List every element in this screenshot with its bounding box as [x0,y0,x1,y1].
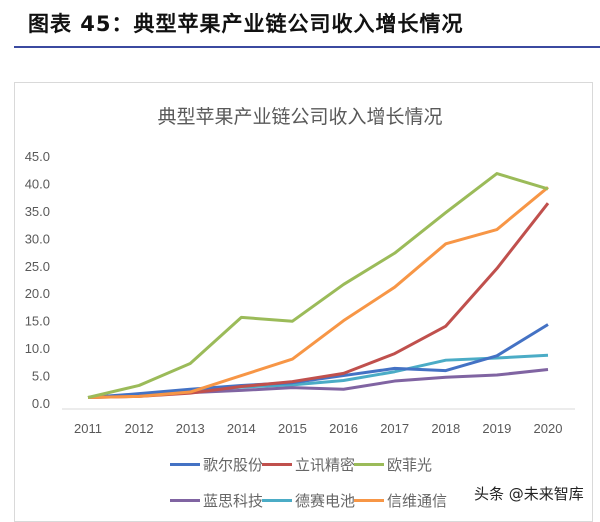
series-line-歌尔股份 [87,323,549,400]
y-tick-label: 25.0 [25,259,50,274]
x-tick-label: 2016 [329,421,358,436]
y-tick-label: 5.0 [32,369,50,384]
x-tick-label: 2013 [176,421,205,436]
x-tick-label: 2014 [227,421,256,436]
series-line-信维通信 [87,186,549,400]
legend-item: 蓝思科技 [170,490,263,511]
x-tick-label: 2011 [74,421,102,436]
series-line-欧菲光 [87,172,549,399]
x-tick-label: 2015 [278,421,307,436]
watermark: 头条 @未来智库 [474,485,584,503]
legend-label: 德赛电池 [295,492,356,510]
legend-item: 欧菲光 [354,454,432,475]
y-tick-label: 30.0 [25,231,50,246]
y-tick-label: 35.0 [25,204,50,219]
y-tick-label: 45.0 [25,149,50,164]
x-tick-label: 2019 [482,421,511,436]
legend-swatch [354,463,384,466]
chart-title: 典型苹果产业链公司收入增长情况 [157,106,442,128]
legend-label: 信维通信 [387,492,448,510]
legend-item: 立讯精密 [262,454,355,475]
legend-swatch [170,499,200,502]
legend-swatch [354,499,384,502]
x-tick-label: 2012 [125,421,154,436]
legend-label: 蓝思科技 [203,492,264,510]
legend-swatch [262,499,292,502]
x-tick-label: 2017 [380,421,409,436]
legend-label: 歌尔股份 [203,456,264,474]
y-tick-label: 15.0 [25,314,50,329]
y-tick-label: 10.0 [25,341,50,356]
x-tick-label: 2020 [534,421,563,436]
legend-label: 立讯精密 [295,456,356,474]
legend-item: 信维通信 [354,490,447,511]
y-tick-label: 40.0 [25,176,50,191]
x-tick-label: 2018 [431,421,460,436]
y-tick-label: 0.0 [32,396,50,411]
legend-swatch [262,463,292,466]
legend-swatch [170,463,200,466]
legend-label: 欧菲光 [387,456,433,474]
series-line-立讯精密 [87,202,550,400]
legend-item: 歌尔股份 [170,454,263,475]
figure-heading: 图表 45：典型苹果产业链公司收入增长情况 [28,12,464,36]
legend-item: 德赛电池 [262,490,355,511]
heading-divider [14,46,600,48]
y-tick-label: 20.0 [25,286,50,301]
